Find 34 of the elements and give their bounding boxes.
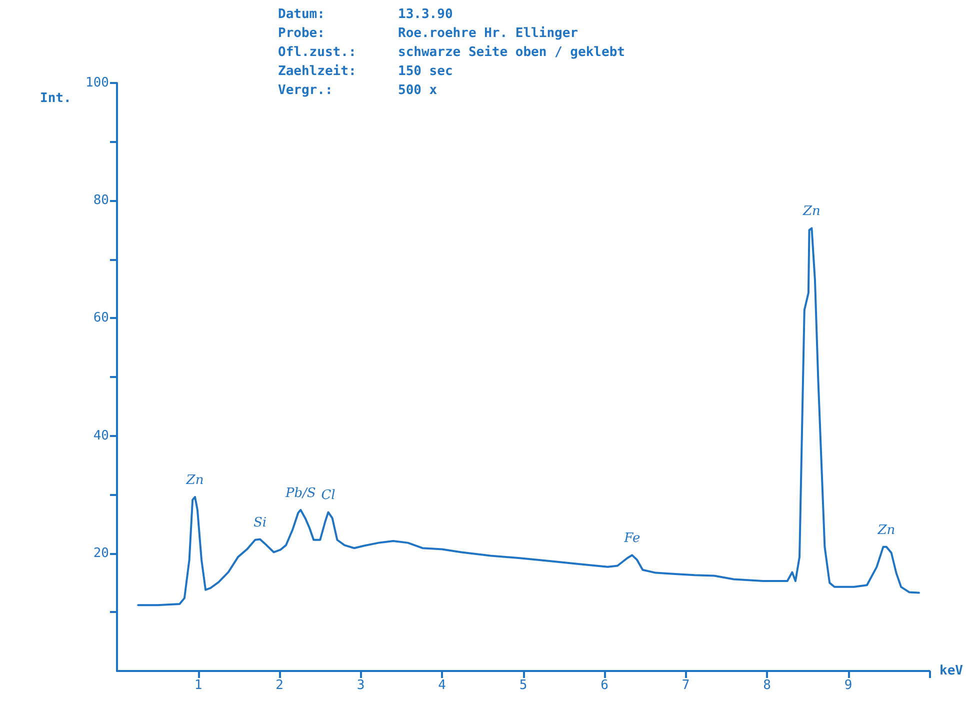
annotation: Zn xyxy=(802,204,820,220)
text: Zaehlzeit: xyxy=(278,64,356,79)
annotation: Fe xyxy=(623,531,640,546)
x-tick-label: 4 xyxy=(438,678,446,693)
text: Probe: xyxy=(278,26,325,41)
text: Roe.roehre Hr. Ellinger xyxy=(398,26,578,41)
y-tick-label: 20 xyxy=(93,546,109,561)
text: 150 sec xyxy=(398,64,453,79)
y-tick-label: 80 xyxy=(93,193,109,208)
x-tick-label: 1 xyxy=(194,678,202,693)
annotation: Zn xyxy=(876,522,896,538)
line-series xyxy=(137,227,920,606)
text: 13.3.90 xyxy=(398,7,453,22)
annotation: Vergr.: xyxy=(278,83,333,98)
annotation: Si xyxy=(253,515,267,530)
annotation: Zn xyxy=(185,472,204,488)
y-tick-label: 60 xyxy=(93,310,109,326)
x-axis-title: keV xyxy=(940,664,964,678)
x-tick-label: 7 xyxy=(682,678,690,693)
text: schwarze Seite oben / geklebt xyxy=(398,45,625,60)
x-tick-label: 6 xyxy=(600,678,608,693)
y-axis-title: Int. xyxy=(40,91,72,106)
y-tick-label: 100 xyxy=(86,76,109,90)
x-tick-label: 3 xyxy=(356,678,365,693)
text: Ofl.zust.: xyxy=(278,45,356,60)
x-tick-label: 2 xyxy=(276,678,284,693)
x-tick-label: 5 xyxy=(519,678,528,693)
x-tick-label: 8 xyxy=(763,678,771,693)
annotation: 500 x xyxy=(398,83,438,98)
y-tick-label: 40 xyxy=(93,428,109,444)
x-tick-label: 9 xyxy=(844,678,852,693)
annotation: Cl xyxy=(321,488,336,504)
text: Datum: xyxy=(278,7,325,22)
annotation: Pb/S xyxy=(284,486,316,501)
